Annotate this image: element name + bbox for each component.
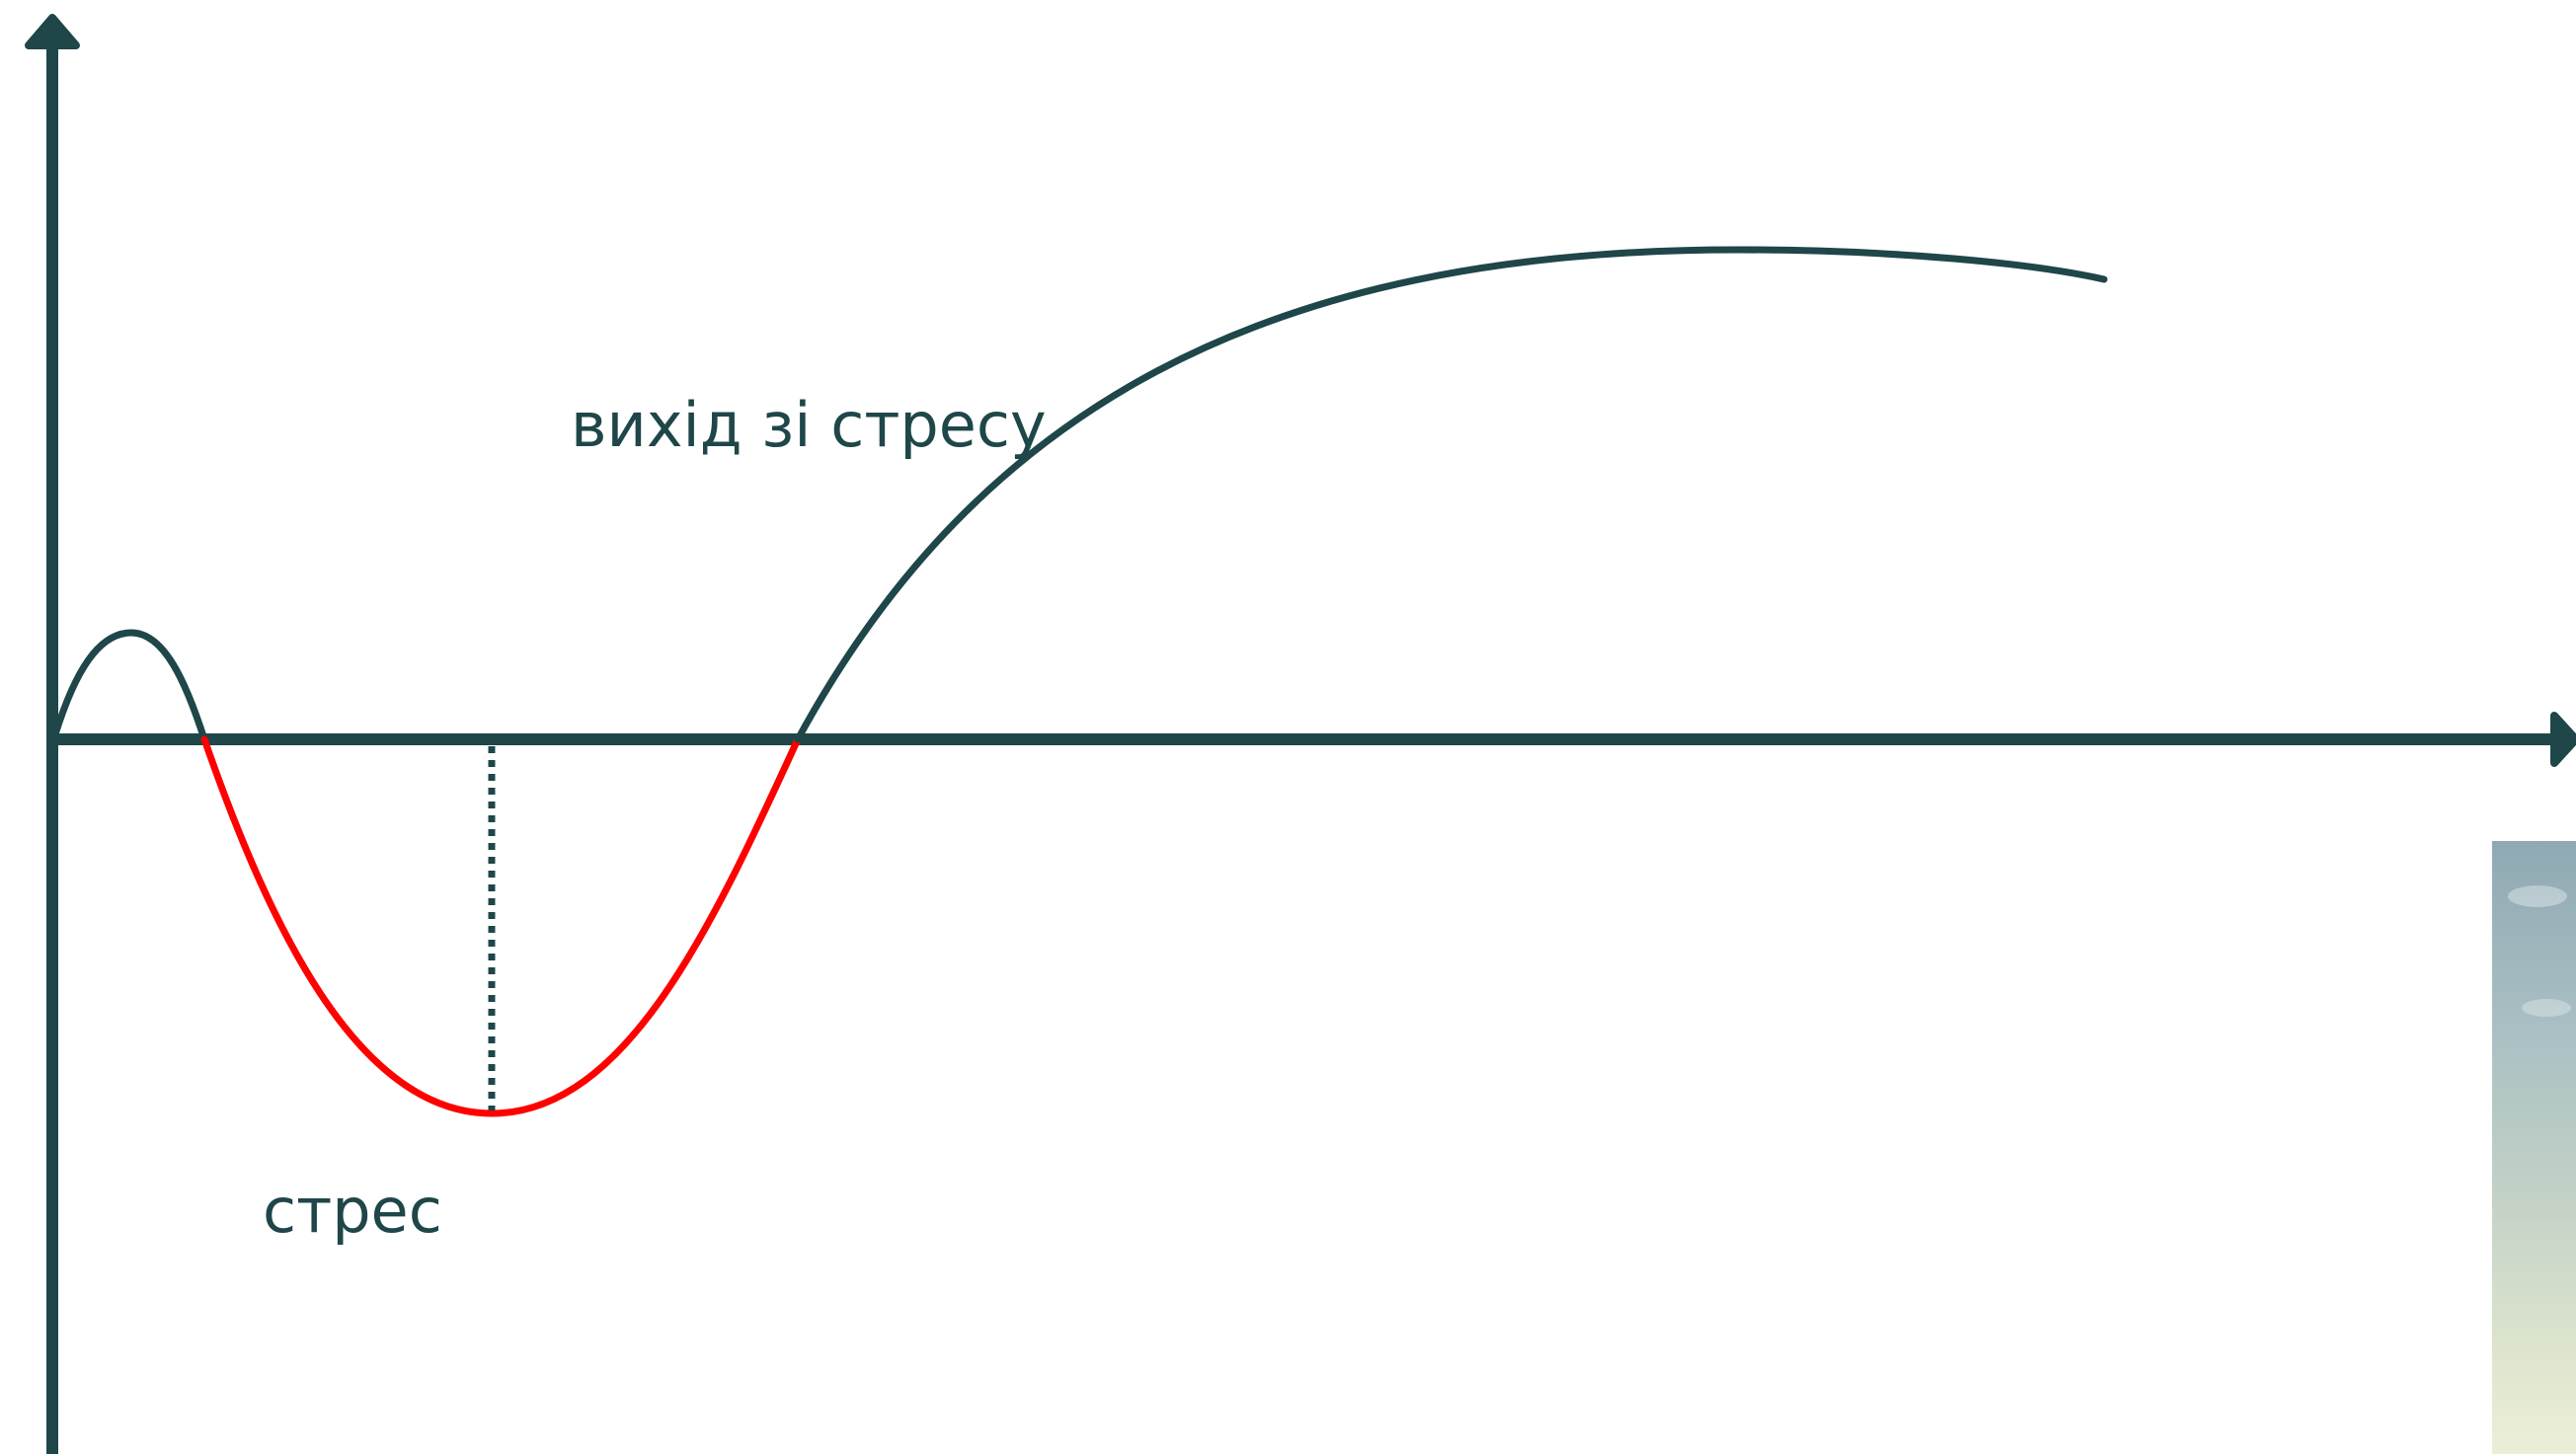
y-axis-arrow-icon	[25, 14, 80, 49]
initial-bump-curve	[51, 629, 208, 743]
stress-dip-curve	[200, 735, 802, 1117]
stress-label: стрес	[263, 1175, 442, 1247]
cloud-shape	[2522, 999, 2571, 1017]
recovery-label: вихід зі стресу	[571, 389, 1047, 461]
sky-photo	[2492, 841, 2576, 1454]
x-axis-arrow-icon	[2550, 712, 2576, 767]
cloud-shape	[2508, 885, 2567, 907]
recovery-curve	[794, 246, 2108, 743]
